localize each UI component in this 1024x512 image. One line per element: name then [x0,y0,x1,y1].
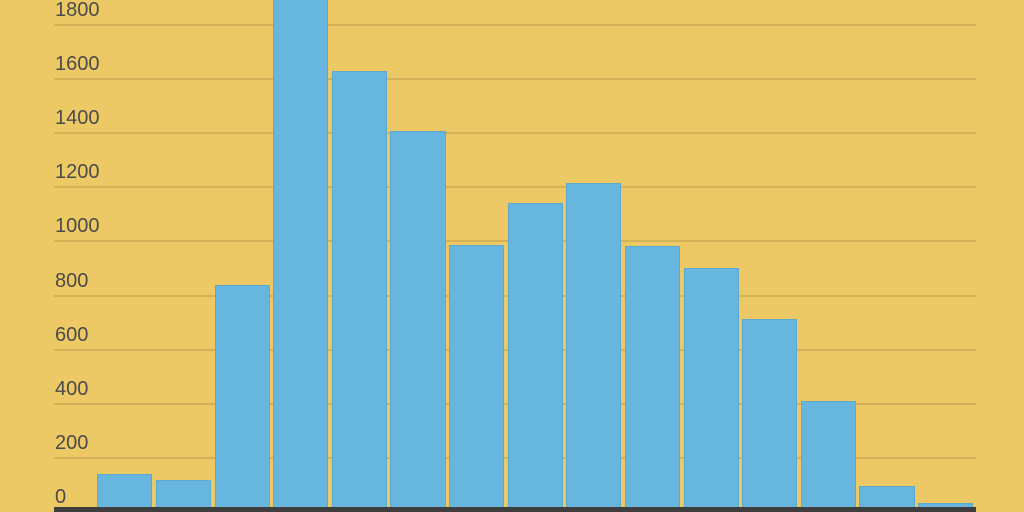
y-axis-tick-label: 800 [55,269,89,292]
y-axis-tick-label: 1200 [55,161,100,184]
y-axis-tick-label: 1600 [55,53,100,76]
histogram-bar [273,0,329,512]
y-gridline [54,186,976,189]
y-axis-tick-label: 400 [55,377,89,400]
histogram-bar [449,244,505,512]
histogram-bar [97,474,153,512]
y-gridline [54,24,976,26]
y-axis-tick-label: 200 [55,431,89,454]
y-axis-tick-label: 1000 [55,215,100,238]
y-gridline [54,132,976,135]
histogram-bar [566,183,622,512]
x-axis-line [54,506,976,512]
histogram-bar [800,400,856,512]
y-axis-tick-label: 1800 [55,0,100,21]
y-axis-tick-label: 0 [55,486,67,508]
y-axis-tick-label: 1400 [55,107,100,130]
histogram-bar [742,318,798,512]
histogram-bar [624,245,681,512]
histogram-bar [683,267,739,512]
histogram-bar [214,284,270,512]
y-gridline [54,78,976,81]
y-axis-tick-label: 600 [55,323,89,346]
histogram-bar [390,130,446,512]
histogram-bar [507,203,563,512]
histogram-bar [331,71,387,512]
